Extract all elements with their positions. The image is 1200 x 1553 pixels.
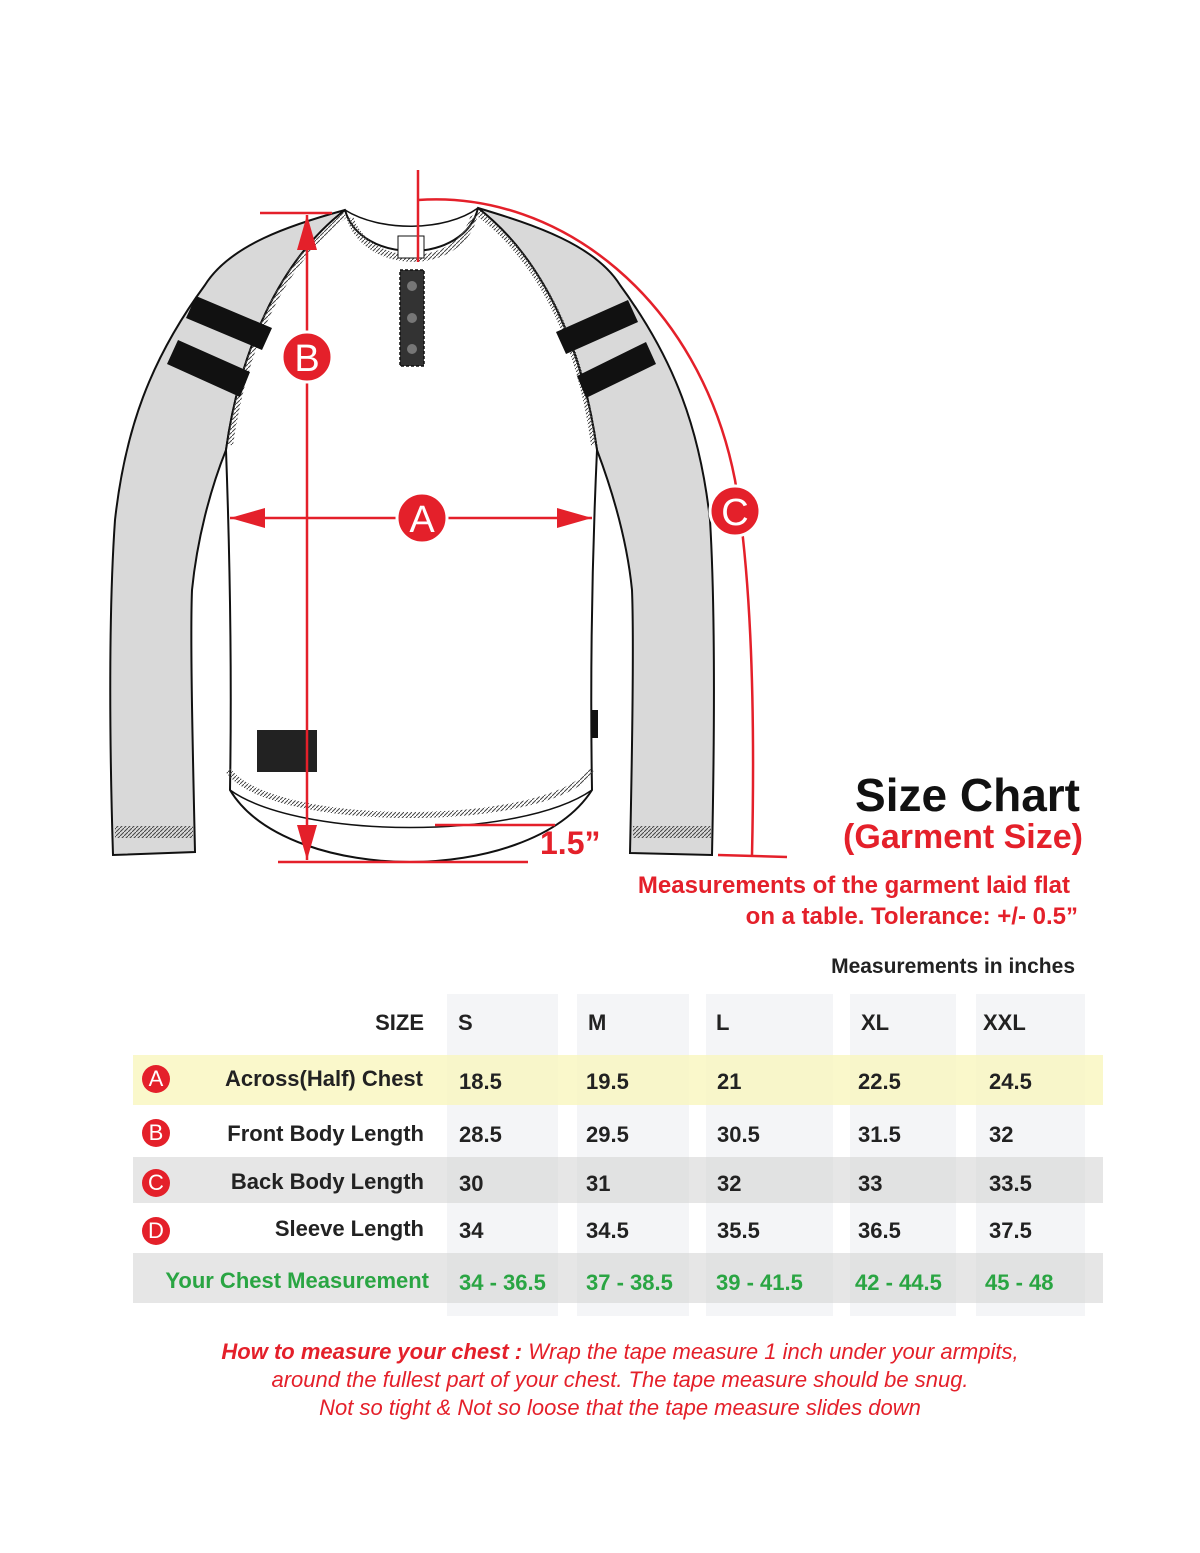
chest-range: 37 - 38.5 (586, 1270, 673, 1295)
marker-a-label: A (409, 499, 435, 541)
table-cell: 32 (989, 1122, 1014, 1147)
badge-c: C (142, 1169, 170, 1197)
chest-row-label: Your Chest Measurement (165, 1268, 429, 1293)
row-label: Front Body Length (227, 1121, 424, 1146)
badge-b: B (142, 1119, 170, 1147)
hem-drop-label: 1.5” (540, 825, 600, 861)
sleeve-stripe (167, 296, 272, 397)
badge-a: A (142, 1065, 170, 1093)
marker-b-label: B (294, 338, 319, 380)
marker-c-label: C (721, 492, 748, 534)
row-shade (133, 1253, 1103, 1303)
row-highlight (133, 1055, 1103, 1105)
table-cell: 36.5 (858, 1218, 901, 1243)
instructions-line2: around the fullest part of your chest. T… (271, 1367, 969, 1392)
row-shade (133, 1157, 1103, 1203)
measurement-note-line2: on a table. Tolerance: +/- 0.5” (745, 903, 1078, 930)
table-cell: 35.5 (717, 1218, 760, 1243)
table-cell: 30.5 (717, 1122, 760, 1147)
size-s: S (458, 1010, 473, 1035)
button-icon (407, 344, 417, 354)
chest-range: 34 - 36.5 (459, 1270, 546, 1295)
table-cell: 21 (717, 1069, 742, 1094)
table-cell: 30 (459, 1171, 484, 1196)
badge-d: D (142, 1217, 170, 1245)
chest-range: 45 - 48 (985, 1270, 1054, 1295)
size-l: L (716, 1010, 730, 1035)
size-header: SIZE (375, 1010, 424, 1035)
instructions-line1: Wrap the tape measure 1 inch under your … (522, 1339, 1019, 1364)
table-cell: 28.5 (459, 1122, 502, 1147)
table-cell: 33 (858, 1171, 883, 1196)
table-cell: 22.5 (858, 1069, 901, 1094)
table-cell: 32 (717, 1171, 742, 1196)
measuring-instructions: How to measure your chest : Wrap the tap… (0, 1338, 1200, 1422)
row-label: Across(Half) Chest (224, 1066, 423, 1091)
row-label: Back Body Length (230, 1169, 424, 1194)
table-cell: 33.5 (989, 1171, 1032, 1196)
table-cell: 29.5 (586, 1122, 629, 1147)
marker-c (708, 484, 762, 538)
garment-diagram: B A C 1.5” (109, 170, 788, 864)
side-tab (591, 710, 598, 738)
table-cell: 24.5 (989, 1069, 1032, 1094)
table-cell: 19.5 (586, 1069, 629, 1094)
table-cell: 34 (459, 1218, 484, 1243)
size-xxl: XXL (983, 1010, 1026, 1035)
button-icon (407, 281, 417, 291)
measurement-annotations (230, 170, 788, 864)
page-subtitle: (Garment Size) (843, 818, 1083, 856)
button-icon (407, 313, 417, 323)
table-cell: 37.5 (989, 1218, 1032, 1243)
instructions-line3: Not so tight & Not so loose that the tap… (319, 1395, 921, 1420)
instructions-lead: How to measure your chest : (221, 1339, 523, 1364)
chest-range: 42 - 44.5 (855, 1270, 942, 1295)
size-xl: XL (861, 1010, 890, 1035)
marker-a (395, 491, 449, 545)
page-title: Size Chart (855, 769, 1080, 821)
table-cell: 31 (586, 1171, 611, 1196)
size-m: M (588, 1010, 607, 1035)
table-cell: 18.5 (459, 1069, 502, 1094)
marker-b (280, 330, 334, 384)
chest-range: 39 - 41.5 (716, 1270, 803, 1295)
measurement-note-line1: Measurements of the garment laid flat (637, 872, 1070, 899)
table-cell: 31.5 (858, 1122, 901, 1147)
sleeve-stripe (556, 300, 656, 398)
table-cell: 34.5 (586, 1218, 629, 1243)
row-label: Sleeve Length (274, 1216, 424, 1241)
units-label: Measurements in inches (831, 955, 1075, 978)
neck-label-logo (397, 235, 425, 259)
